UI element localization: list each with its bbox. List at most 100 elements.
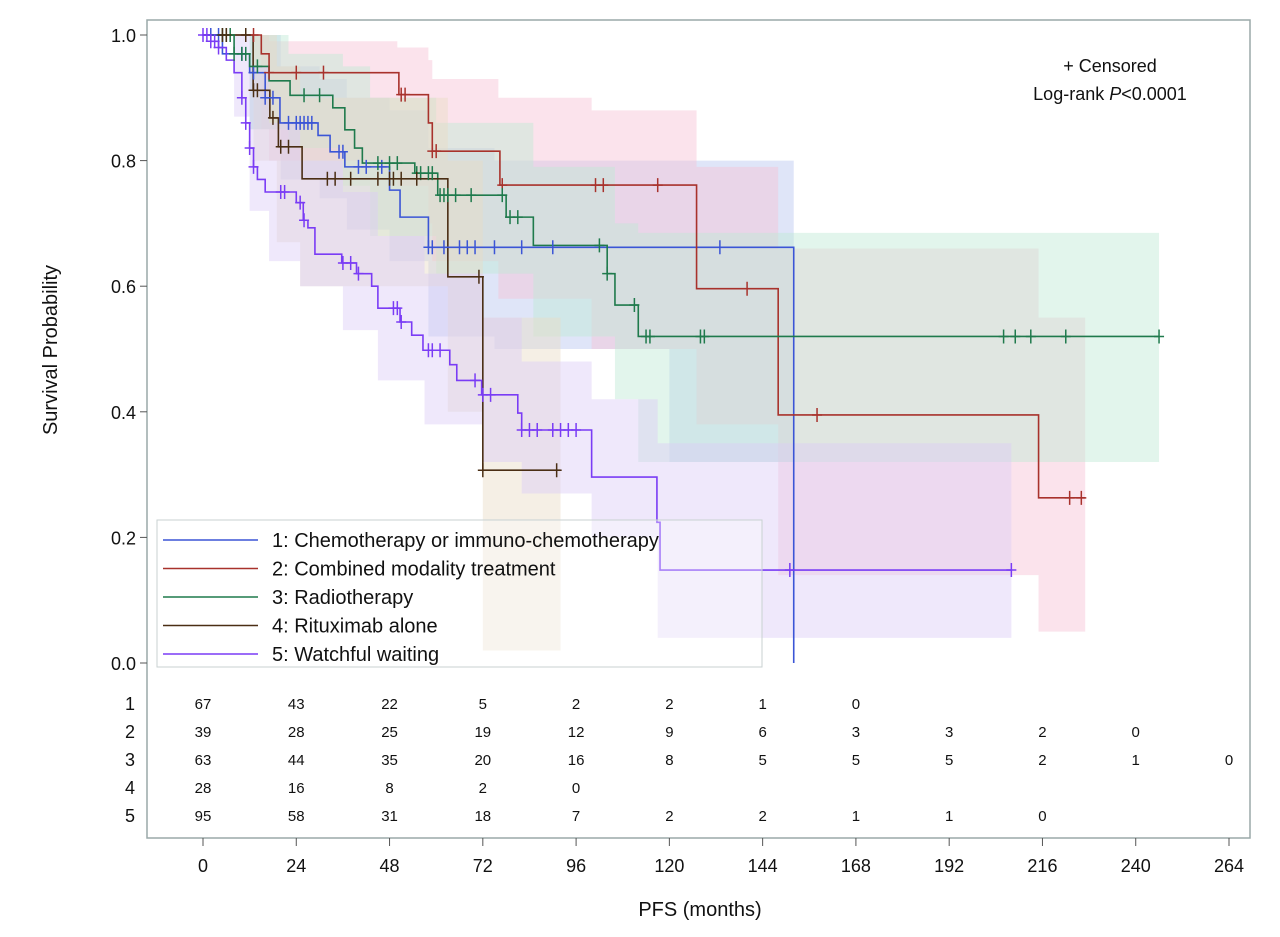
risk-count: 67 xyxy=(195,696,212,713)
y-axis: 0.0 0.2 0.4 0.6 0.8 1.0 xyxy=(111,26,147,674)
risk-count: 8 xyxy=(665,752,673,769)
legend-label-2: 2: Combined modality treatment xyxy=(272,559,556,581)
risk-count: 2 xyxy=(572,696,580,713)
x-tick-label: 72 xyxy=(473,856,493,876)
risk-row-label: 2 xyxy=(125,722,135,742)
risk-count: 9 xyxy=(665,724,673,741)
x-tick-label: 264 xyxy=(1214,856,1244,876)
censor-mark-2 xyxy=(598,178,609,193)
y-tick-label: 0.2 xyxy=(111,528,136,548)
plot-frame xyxy=(146,19,1251,839)
censor-mark-5 xyxy=(213,40,224,55)
censor-mark-5 xyxy=(392,301,403,316)
x-tick-label: 168 xyxy=(841,856,871,876)
censor-mark-4 xyxy=(411,171,422,186)
risk-count: 39 xyxy=(195,724,212,741)
logrank-note: Log-rank P<0.0001 xyxy=(1033,84,1187,104)
censor-mark-5 xyxy=(532,423,543,438)
censor-mark-1 xyxy=(489,240,500,255)
y-axis-title: Survival Probability xyxy=(40,265,62,435)
risk-count: 5 xyxy=(758,752,766,769)
y-tick-label: 0.4 xyxy=(111,403,136,423)
risk-count: 1 xyxy=(758,696,766,713)
risk-row-label: 1 xyxy=(125,694,135,714)
x-tick-label: 240 xyxy=(1121,856,1151,876)
risk-count: 2 xyxy=(1038,724,1046,741)
censor-mark-3 xyxy=(1025,329,1036,344)
censor-mark-5 xyxy=(248,159,259,174)
ci-band-5 xyxy=(203,35,1012,638)
risk-count: 1 xyxy=(945,808,953,825)
risk-row-label: 5 xyxy=(125,806,135,826)
censor-mark-5 xyxy=(784,563,795,578)
censor-mark-3 xyxy=(314,88,325,103)
risk-count: 35 xyxy=(381,752,398,769)
legend-label-5: 5: Watchful waiting xyxy=(272,644,439,666)
censor-mark-2 xyxy=(742,281,753,296)
x-tick-label: 120 xyxy=(654,856,684,876)
censor-mark-3 xyxy=(466,188,477,203)
x-tick-label: 192 xyxy=(934,856,964,876)
risk-count: 63 xyxy=(195,752,212,769)
censor-mark-3 xyxy=(602,266,613,281)
censor-mark-2 xyxy=(812,407,823,422)
censor-mark-5 xyxy=(295,195,306,210)
censor-mark-5 xyxy=(279,185,290,199)
censor-mark-2 xyxy=(431,144,442,159)
y-tick-label: 0.8 xyxy=(111,152,136,172)
censor-marks xyxy=(198,28,1165,578)
risk-count: 5 xyxy=(852,752,860,769)
risk-count: 2 xyxy=(665,696,673,713)
x-tick-label: 144 xyxy=(748,856,778,876)
risk-count: 2 xyxy=(665,808,673,825)
y-tick-label: 0.6 xyxy=(111,277,136,297)
censor-mark-2 xyxy=(318,65,329,80)
legend-label-1: 1: Chemotherapy or immuno-chemotherapy xyxy=(272,530,659,552)
censored-note: + Censored xyxy=(1063,56,1157,76)
risk-count: 3 xyxy=(945,724,953,741)
censor-mark-3 xyxy=(594,238,605,253)
censor-mark-4 xyxy=(240,28,251,42)
censor-mark-3 xyxy=(252,59,263,74)
risk-count: 2 xyxy=(758,808,766,825)
censor-mark-4 xyxy=(473,269,484,284)
risk-count: 7 xyxy=(572,808,580,825)
censor-mark-1 xyxy=(306,115,317,130)
censor-mark-5 xyxy=(1006,563,1017,578)
censor-mark-3 xyxy=(644,329,655,344)
legend-label-4: 4: Rituximab alone xyxy=(272,616,438,638)
legend-label-3: 3: Radiotherapy xyxy=(272,587,413,609)
risk-count: 43 xyxy=(288,696,305,713)
risk-count: 28 xyxy=(195,780,212,797)
censor-mark-3 xyxy=(240,46,251,61)
risk-count: 1 xyxy=(852,808,860,825)
x-tick-label: 24 xyxy=(286,856,306,876)
censor-mark-5 xyxy=(470,373,481,388)
risk-count: 0 xyxy=(852,696,860,713)
risk-count: 12 xyxy=(568,724,585,741)
censor-mark-3 xyxy=(497,188,508,203)
censor-mark-4 xyxy=(330,171,341,186)
legend-box xyxy=(156,519,763,668)
censor-mark-5 xyxy=(435,343,446,358)
censor-mark-5 xyxy=(244,141,255,156)
censor-mark-3 xyxy=(1060,329,1071,344)
censor-mark-1 xyxy=(516,240,527,255)
y-tick-label: 0.0 xyxy=(111,654,136,674)
censor-mark-1 xyxy=(337,144,348,159)
x-tick-label: 96 xyxy=(566,856,586,876)
x-tick-label: 0 xyxy=(198,856,208,876)
logrank-p: P xyxy=(1109,84,1121,104)
risk-count: 1 xyxy=(1132,752,1140,769)
censor-mark-3 xyxy=(998,329,1009,344)
censor-mark-5 xyxy=(353,266,364,281)
risk-count: 20 xyxy=(474,752,491,769)
legend: 1: Chemotherapy or immuno-chemotherapy 2:… xyxy=(156,519,763,668)
risk-count: 16 xyxy=(568,752,585,769)
y-tick-label: 1.0 xyxy=(111,26,136,46)
censor-mark-4 xyxy=(267,110,278,125)
risk-count: 22 xyxy=(381,696,398,713)
censor-mark-3 xyxy=(450,188,461,203)
censor-mark-5 xyxy=(345,255,356,270)
